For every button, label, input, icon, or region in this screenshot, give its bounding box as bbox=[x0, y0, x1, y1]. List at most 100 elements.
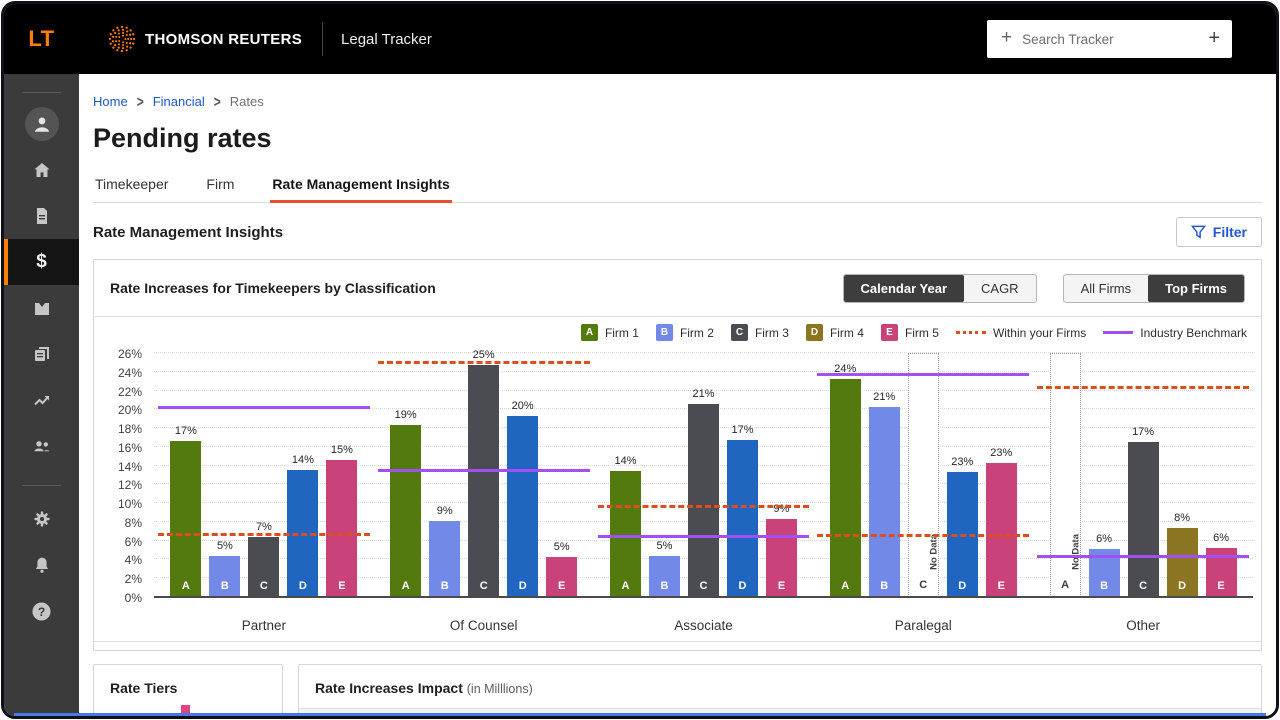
breadcrumb-chevron-icon: > bbox=[214, 92, 221, 110]
toggle-cagr[interactable]: CAGR bbox=[964, 275, 1036, 302]
y-tick-22: 22% bbox=[100, 385, 142, 399]
tab-rate-management-insights[interactable]: Rate Management Insights bbox=[270, 170, 451, 202]
within-your-firms-line bbox=[158, 533, 370, 536]
bar-firm-3: C bbox=[468, 365, 499, 597]
rate-tier-bar bbox=[181, 705, 190, 719]
sidebar-item-profile[interactable] bbox=[4, 101, 79, 147]
chart-title: Rate Increases for Timekeepers by Classi… bbox=[110, 280, 436, 296]
gridline-26 bbox=[154, 352, 1253, 353]
bar-firm-2: B bbox=[429, 521, 460, 597]
bar-slot-b: B21% bbox=[869, 355, 900, 597]
bar-slot-a: A24% bbox=[830, 355, 861, 597]
bar-letter: B bbox=[1089, 580, 1120, 592]
bar-letter: D bbox=[287, 580, 318, 592]
bar-firm-4: D bbox=[1167, 528, 1198, 597]
bar-letter: D bbox=[947, 580, 978, 592]
toggle-all-firms[interactable]: All Firms bbox=[1064, 275, 1149, 302]
thomson-reuters-logo-icon bbox=[109, 26, 135, 52]
bar-firm-4: D bbox=[507, 416, 538, 597]
sidebar-item-help[interactable]: ? bbox=[4, 588, 79, 634]
bar-firm-5: E bbox=[546, 557, 577, 597]
sidebar-item-news[interactable] bbox=[4, 331, 79, 377]
sidebar-item-home[interactable] bbox=[4, 147, 79, 193]
bar-value-label: 5% bbox=[554, 541, 570, 553]
legend-label: Firm 5 bbox=[905, 326, 939, 340]
bars-associate: A14%B5%C21%D17%E9% bbox=[594, 355, 814, 597]
bar-firm-1: A bbox=[830, 379, 861, 597]
y-tick-16: 16% bbox=[100, 441, 142, 455]
tab-timekeeper[interactable]: Timekeeper bbox=[93, 170, 170, 202]
chart-card-header: Rate Increases for Timekeepers by Classi… bbox=[94, 260, 1261, 316]
bar-slot-b: B5% bbox=[209, 355, 240, 597]
bar-value-label: 6% bbox=[1213, 532, 1229, 544]
bar-value-label: 15% bbox=[331, 444, 353, 456]
svg-text:?: ? bbox=[38, 604, 45, 618]
bar-firm-3: C bbox=[688, 404, 719, 597]
sidebar-item-matters[interactable] bbox=[4, 285, 79, 331]
within-your-firms-line bbox=[598, 505, 810, 508]
bar-value-label: 5% bbox=[217, 540, 233, 552]
filter-label: Filter bbox=[1213, 224, 1247, 240]
bar-value-label: 25% bbox=[473, 349, 495, 361]
bar-value-label: 5% bbox=[657, 540, 673, 552]
legend-swatch-e: E bbox=[881, 324, 898, 341]
bar-value-label: 17% bbox=[731, 424, 753, 436]
bar-letter: A bbox=[390, 580, 421, 592]
toggle-top-firms[interactable]: Top Firms bbox=[1148, 275, 1244, 302]
bar-slot-d: D 8% bbox=[1167, 355, 1198, 597]
filter-button[interactable]: Filter bbox=[1176, 217, 1262, 247]
impact-title: Rate Increases Impact bbox=[315, 680, 463, 696]
search-placeholder: Search Tracker bbox=[1022, 32, 1208, 47]
add-plus-icon[interactable]: + bbox=[1208, 27, 1220, 50]
brand-block: THOMSON REUTERS bbox=[109, 26, 302, 52]
product-name: Legal Tracker bbox=[341, 31, 432, 48]
bar-value-label: 23% bbox=[990, 447, 1012, 459]
legend-item-within-your-firms: Within your Firms bbox=[956, 326, 1086, 340]
avatar-icon bbox=[25, 107, 59, 141]
x-axis-label-of-counsel: Of Counsel bbox=[374, 618, 594, 633]
sidebar-divider bbox=[22, 485, 61, 486]
chart-plot-area: A17%B5%C7%D14%E15%PartnerA19%B9%C25%D20%… bbox=[154, 355, 1253, 597]
bar-value-label: 9% bbox=[437, 505, 453, 517]
chart-group-other: No DataAB6%C17%D8%E6%Other bbox=[1033, 355, 1253, 597]
search-tracker-box[interactable]: + Search Tracker + bbox=[987, 20, 1232, 58]
bar-value-label: 19% bbox=[395, 409, 417, 421]
app-logo[interactable]: LT bbox=[4, 4, 79, 74]
y-tick-20: 20% bbox=[100, 403, 142, 417]
bar-value-label: 7% bbox=[256, 521, 272, 533]
tab-firm[interactable]: Firm bbox=[204, 170, 236, 202]
breadcrumb-item-financial[interactable]: Financial bbox=[153, 94, 205, 109]
breadcrumb-item-home[interactable]: Home bbox=[93, 94, 128, 109]
bar-letter: A bbox=[830, 580, 861, 592]
sidebar-item-people[interactable] bbox=[4, 423, 79, 469]
bar-slot-c: C17% bbox=[1128, 355, 1159, 597]
bar-slot-e: E6% bbox=[1206, 355, 1237, 597]
y-tick-4: 4% bbox=[100, 553, 142, 567]
bars-of-counsel: A19%B9%C25%D20%E5% bbox=[374, 355, 594, 597]
breadcrumb: Home>Financial>Rates bbox=[93, 94, 1262, 109]
toggle-group-1: Calendar YearCAGR bbox=[843, 274, 1037, 303]
bar-letter: B bbox=[869, 580, 900, 592]
legend-swatch-b: B bbox=[656, 324, 673, 341]
archive-box-icon bbox=[32, 298, 52, 318]
sidebar-item-notifications[interactable] bbox=[4, 542, 79, 588]
y-tick-14: 14% bbox=[100, 460, 142, 474]
bar-value-label: 8% bbox=[1174, 512, 1190, 524]
bar-slot-c: C7% bbox=[248, 355, 279, 597]
sidebar-item-analytics[interactable] bbox=[4, 377, 79, 423]
main-content: Home>Financial>Rates Pending rates Timek… bbox=[79, 74, 1276, 716]
toggle-calendar-year[interactable]: Calendar Year bbox=[844, 275, 964, 302]
sidebar-item-documents[interactable] bbox=[4, 193, 79, 239]
bar-value-label: 20% bbox=[512, 400, 534, 412]
bar-firm-5: E bbox=[766, 519, 797, 597]
bar-letter: D bbox=[727, 580, 758, 592]
bar-value-label: 21% bbox=[692, 388, 714, 400]
sidebar-item-settings[interactable] bbox=[4, 496, 79, 542]
solid-line-swatch bbox=[1103, 331, 1133, 334]
home-icon bbox=[32, 160, 52, 180]
search-plus-icon: + bbox=[1001, 27, 1012, 49]
bar-slot-a: A 19% bbox=[390, 355, 421, 597]
legend-item-firm-3: CFirm 3 bbox=[731, 324, 789, 341]
sidebar-item-financial[interactable]: $ bbox=[4, 239, 79, 285]
chart-group-partner: A17%B5%C7%D14%E15%Partner bbox=[154, 355, 374, 597]
